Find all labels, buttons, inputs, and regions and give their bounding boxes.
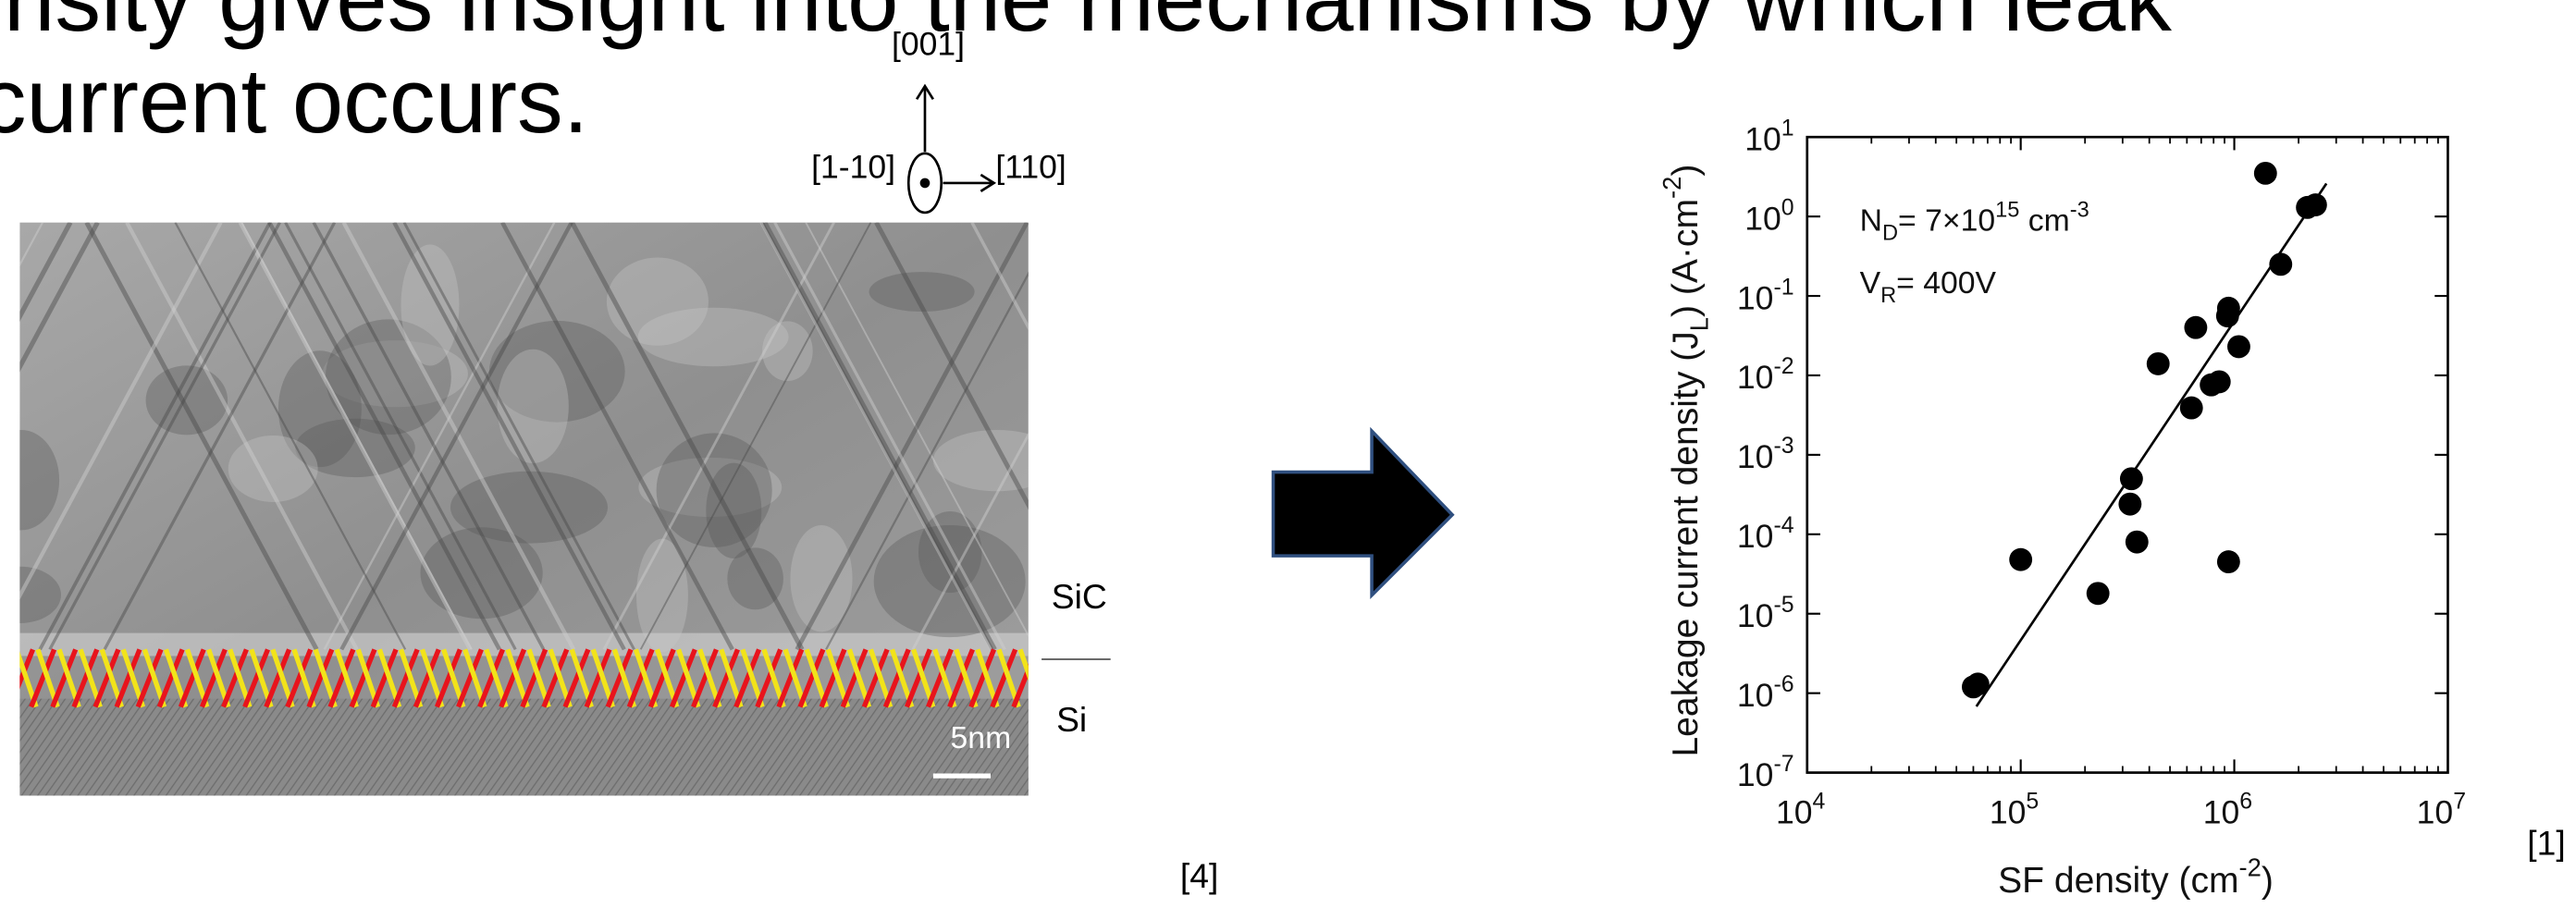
y-tick-label: 100 — [1744, 194, 1793, 237]
body-text: current occurs. — [0, 50, 588, 153]
layer-label: Si — [1056, 700, 1087, 739]
x-tick-label: 107 — [2417, 789, 2466, 831]
slide: density gives insight into the mechanism… — [0, 0, 2576, 908]
y-tick-label: 10-2 — [1737, 353, 1794, 396]
data-point — [1966, 672, 1990, 695]
x-tick-label: 104 — [1776, 789, 1826, 831]
layer-label: SiC — [1052, 577, 1107, 616]
data-point — [2120, 467, 2143, 490]
x-tick-label: 106 — [2203, 789, 2252, 831]
micrograph — [0, 223, 1372, 796]
y-tick-label: 10-1 — [1737, 274, 1794, 316]
data-point — [2217, 550, 2240, 573]
y-tick-label: 10-6 — [1737, 671, 1794, 714]
data-point — [2009, 548, 2032, 571]
body-text: density gives insight into the mechanism… — [0, 0, 2172, 51]
y-tick-label: 10-3 — [1737, 433, 1794, 475]
data-point — [2118, 493, 2141, 516]
axis-dot — [920, 178, 931, 189]
annotation: VR= 400V — [1860, 265, 1997, 308]
data-point — [2087, 582, 2110, 605]
data-point — [2304, 193, 2327, 216]
data-point — [2184, 316, 2207, 339]
x-axis-label: SF density (cm-2) — [1998, 853, 2274, 902]
arrow — [1274, 431, 1453, 595]
page: {"slide": {"text_lines": ["density gives… — [0, 0, 2576, 908]
data-point — [2126, 531, 2149, 554]
x-tick-label: 105 — [1990, 789, 2039, 831]
chart: 104 105 106 107 10-7 10-6 10-5 10-4 10-3 10-2 10-1… — [1658, 115, 2466, 901]
y-tick-label: 10-7 — [1737, 751, 1794, 793]
data-point — [2269, 252, 2292, 276]
y-axis-label: Leakage current density (JL) (A·cm-2) — [1658, 165, 1713, 757]
direction-label: [001] — [892, 25, 965, 62]
scale-label: 5nm — [951, 720, 1012, 755]
direction-label: [110] — [995, 149, 1066, 186]
data-point — [2180, 397, 2203, 420]
y-tick-label: 10-4 — [1737, 512, 1794, 555]
data-point — [2227, 335, 2250, 358]
direction-label: [1-10] — [811, 149, 895, 186]
annotation: ND= 7×1015 cm-3 — [1860, 198, 2089, 245]
y-tick-label: 10-5 — [1737, 592, 1794, 634]
data-point — [2254, 162, 2277, 185]
reference: [1] — [2527, 823, 2565, 862]
data-point — [2217, 297, 2240, 320]
reference: [4] — [1180, 856, 1218, 895]
axes-symbol — [908, 86, 993, 213]
data-point — [2147, 352, 2170, 375]
y-tick-label: 101 — [1744, 115, 1793, 157]
data-point — [2208, 370, 2231, 393]
